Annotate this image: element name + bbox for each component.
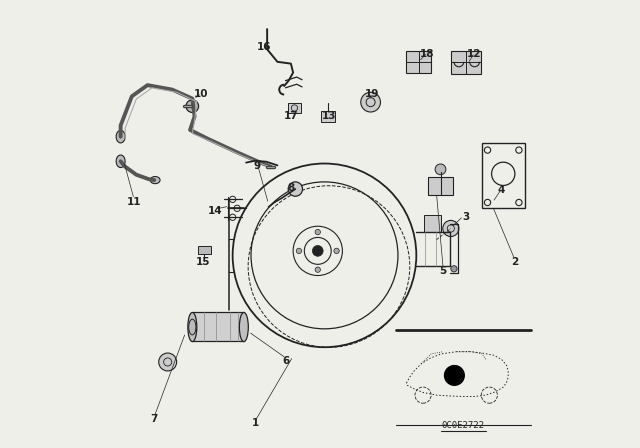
Ellipse shape: [116, 155, 125, 168]
Circle shape: [334, 248, 339, 254]
Text: 11: 11: [127, 197, 141, 207]
Circle shape: [443, 220, 459, 237]
Text: 19: 19: [364, 89, 379, 99]
Circle shape: [312, 246, 323, 256]
Text: 2: 2: [511, 257, 518, 267]
Text: 18: 18: [420, 49, 435, 59]
Text: 16: 16: [257, 42, 271, 52]
Bar: [288, 103, 301, 113]
Text: 10: 10: [194, 89, 209, 99]
Text: 14: 14: [207, 206, 222, 215]
Bar: [406, 51, 431, 73]
Bar: [198, 246, 211, 254]
Circle shape: [315, 267, 321, 272]
Text: 9: 9: [253, 161, 261, 171]
Text: 13: 13: [322, 112, 336, 121]
Text: 15: 15: [196, 257, 211, 267]
Text: 4: 4: [498, 185, 505, 195]
Ellipse shape: [150, 177, 160, 184]
Circle shape: [296, 248, 301, 254]
Circle shape: [451, 225, 457, 232]
Text: 8: 8: [287, 183, 294, 193]
Bar: [424, 215, 442, 232]
Text: 3: 3: [462, 212, 469, 222]
Text: 7: 7: [150, 414, 158, 424]
Bar: [428, 177, 453, 195]
Circle shape: [361, 92, 380, 112]
Ellipse shape: [239, 313, 248, 342]
Text: 1: 1: [252, 418, 259, 428]
Text: 6: 6: [283, 356, 290, 366]
Bar: [192, 312, 244, 341]
Text: 5: 5: [440, 266, 447, 276]
Circle shape: [445, 366, 464, 385]
Ellipse shape: [188, 313, 197, 342]
Bar: [321, 111, 335, 122]
Circle shape: [186, 100, 198, 112]
Circle shape: [315, 229, 321, 235]
Circle shape: [435, 164, 446, 175]
Text: 17: 17: [284, 112, 298, 121]
Ellipse shape: [189, 319, 196, 335]
Bar: [451, 51, 481, 74]
Circle shape: [159, 353, 177, 371]
Circle shape: [288, 182, 303, 196]
Circle shape: [451, 266, 457, 272]
Ellipse shape: [116, 130, 125, 143]
Text: 0C0E2722: 0C0E2722: [442, 421, 485, 430]
Text: 12: 12: [467, 49, 482, 59]
